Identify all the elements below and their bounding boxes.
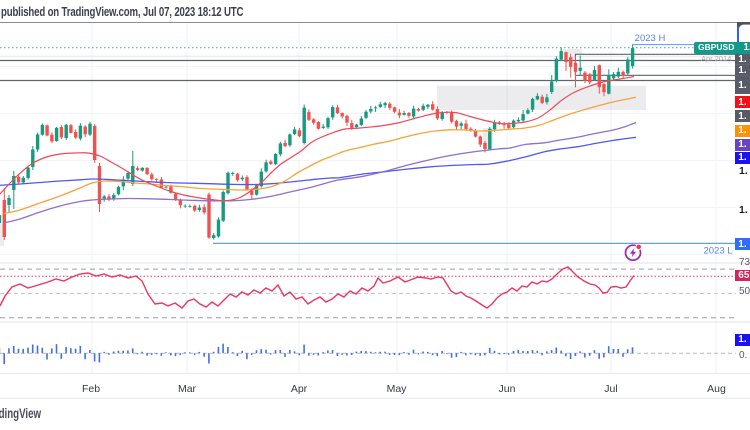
svg-text:Aug: Aug xyxy=(707,383,726,395)
svg-text:Jun: Jun xyxy=(499,383,516,395)
svg-text:May: May xyxy=(387,383,408,395)
svg-text:Apr: Apr xyxy=(291,383,308,395)
svg-text:Mar: Mar xyxy=(178,383,197,395)
svg-text:2023 H: 2023 H xyxy=(635,33,666,44)
svg-text:2023 L: 2023 L xyxy=(703,246,732,257)
svg-text:Feb: Feb xyxy=(82,383,100,395)
svg-text:Jul: Jul xyxy=(604,383,617,395)
